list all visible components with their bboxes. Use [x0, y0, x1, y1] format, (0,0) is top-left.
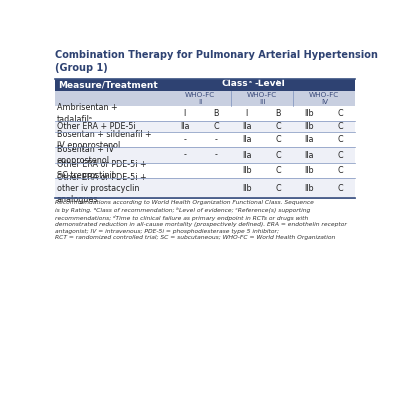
- Text: Class: Class: [222, 79, 248, 88]
- Bar: [55, 121, 355, 132]
- Bar: [55, 106, 355, 121]
- Text: IV: IV: [321, 99, 328, 105]
- Text: Bosentan + sildenafil +
IV epoprostenol: Bosentan + sildenafil + IV epoprostenol: [57, 130, 152, 150]
- Text: IIb: IIb: [242, 166, 252, 175]
- Text: B: B: [213, 109, 218, 118]
- Text: Other ERA or PDE-5i +
SC treprostinil: Other ERA or PDE-5i + SC treprostinil: [57, 160, 146, 180]
- Text: IIb: IIb: [304, 166, 314, 175]
- Text: II: II: [198, 99, 202, 105]
- Text: -: -: [184, 135, 186, 144]
- Text: -: -: [214, 135, 217, 144]
- Text: IIa: IIa: [180, 122, 190, 131]
- Bar: [55, 163, 355, 178]
- Text: C: C: [275, 150, 281, 160]
- Text: III: III: [259, 99, 266, 105]
- Text: Ambrisentan +
tadalafilᵃ: Ambrisentan + tadalafilᵃ: [57, 103, 118, 124]
- Text: C: C: [337, 150, 343, 160]
- Text: C: C: [275, 122, 281, 131]
- Bar: [55, 91, 355, 106]
- Text: Bosentan + IV
epoprostenol: Bosentan + IV epoprostenol: [57, 145, 114, 165]
- Text: C: C: [275, 166, 281, 175]
- Text: WHO-FC: WHO-FC: [247, 92, 278, 98]
- Text: C: C: [275, 135, 281, 144]
- Text: I: I: [246, 109, 248, 118]
- Text: C: C: [337, 184, 343, 193]
- Text: IIa: IIa: [304, 135, 314, 144]
- Text: B: B: [275, 109, 281, 118]
- Text: Recommendations according to World Health Organization Functional Class. Sequenc: Recommendations according to World Healt…: [55, 200, 346, 240]
- Text: Combination Therapy for Pulmonary Arterial Hypertension
(Group 1): Combination Therapy for Pulmonary Arteri…: [55, 50, 378, 73]
- Text: -: -: [184, 150, 186, 160]
- Text: IIa: IIa: [242, 150, 252, 160]
- Text: ᵇ: ᵇ: [276, 82, 279, 86]
- Bar: [55, 132, 355, 147]
- Text: -Level: -Level: [254, 79, 285, 88]
- Text: I: I: [184, 109, 186, 118]
- Text: C: C: [213, 122, 219, 131]
- Text: ᵃ: ᵃ: [248, 82, 251, 86]
- Bar: [55, 147, 355, 163]
- Text: Other ERA or PDE-5i +
other iv prostacyclin
analogues: Other ERA or PDE-5i + other iv prostacyc…: [57, 172, 146, 204]
- Text: IIa: IIa: [304, 150, 314, 160]
- Text: C: C: [337, 109, 343, 118]
- Text: C: C: [275, 184, 281, 193]
- Text: IIb: IIb: [304, 109, 314, 118]
- Bar: [55, 178, 355, 198]
- Text: C: C: [337, 166, 343, 175]
- Text: C: C: [337, 122, 343, 131]
- Text: -: -: [214, 150, 217, 160]
- Text: Other ERA + PDE-5i: Other ERA + PDE-5i: [57, 122, 136, 131]
- Text: IIb: IIb: [242, 184, 252, 193]
- Text: WHO-FC: WHO-FC: [185, 92, 216, 98]
- Text: IIb: IIb: [304, 184, 314, 193]
- Text: IIb: IIb: [304, 122, 314, 131]
- Text: WHO-FC: WHO-FC: [309, 92, 340, 98]
- Text: C: C: [337, 135, 343, 144]
- Text: Measure/Treatment: Measure/Treatment: [58, 80, 158, 90]
- Text: IIa: IIa: [242, 135, 252, 144]
- Text: IIa: IIa: [242, 122, 252, 131]
- Bar: [55, 79, 355, 91]
